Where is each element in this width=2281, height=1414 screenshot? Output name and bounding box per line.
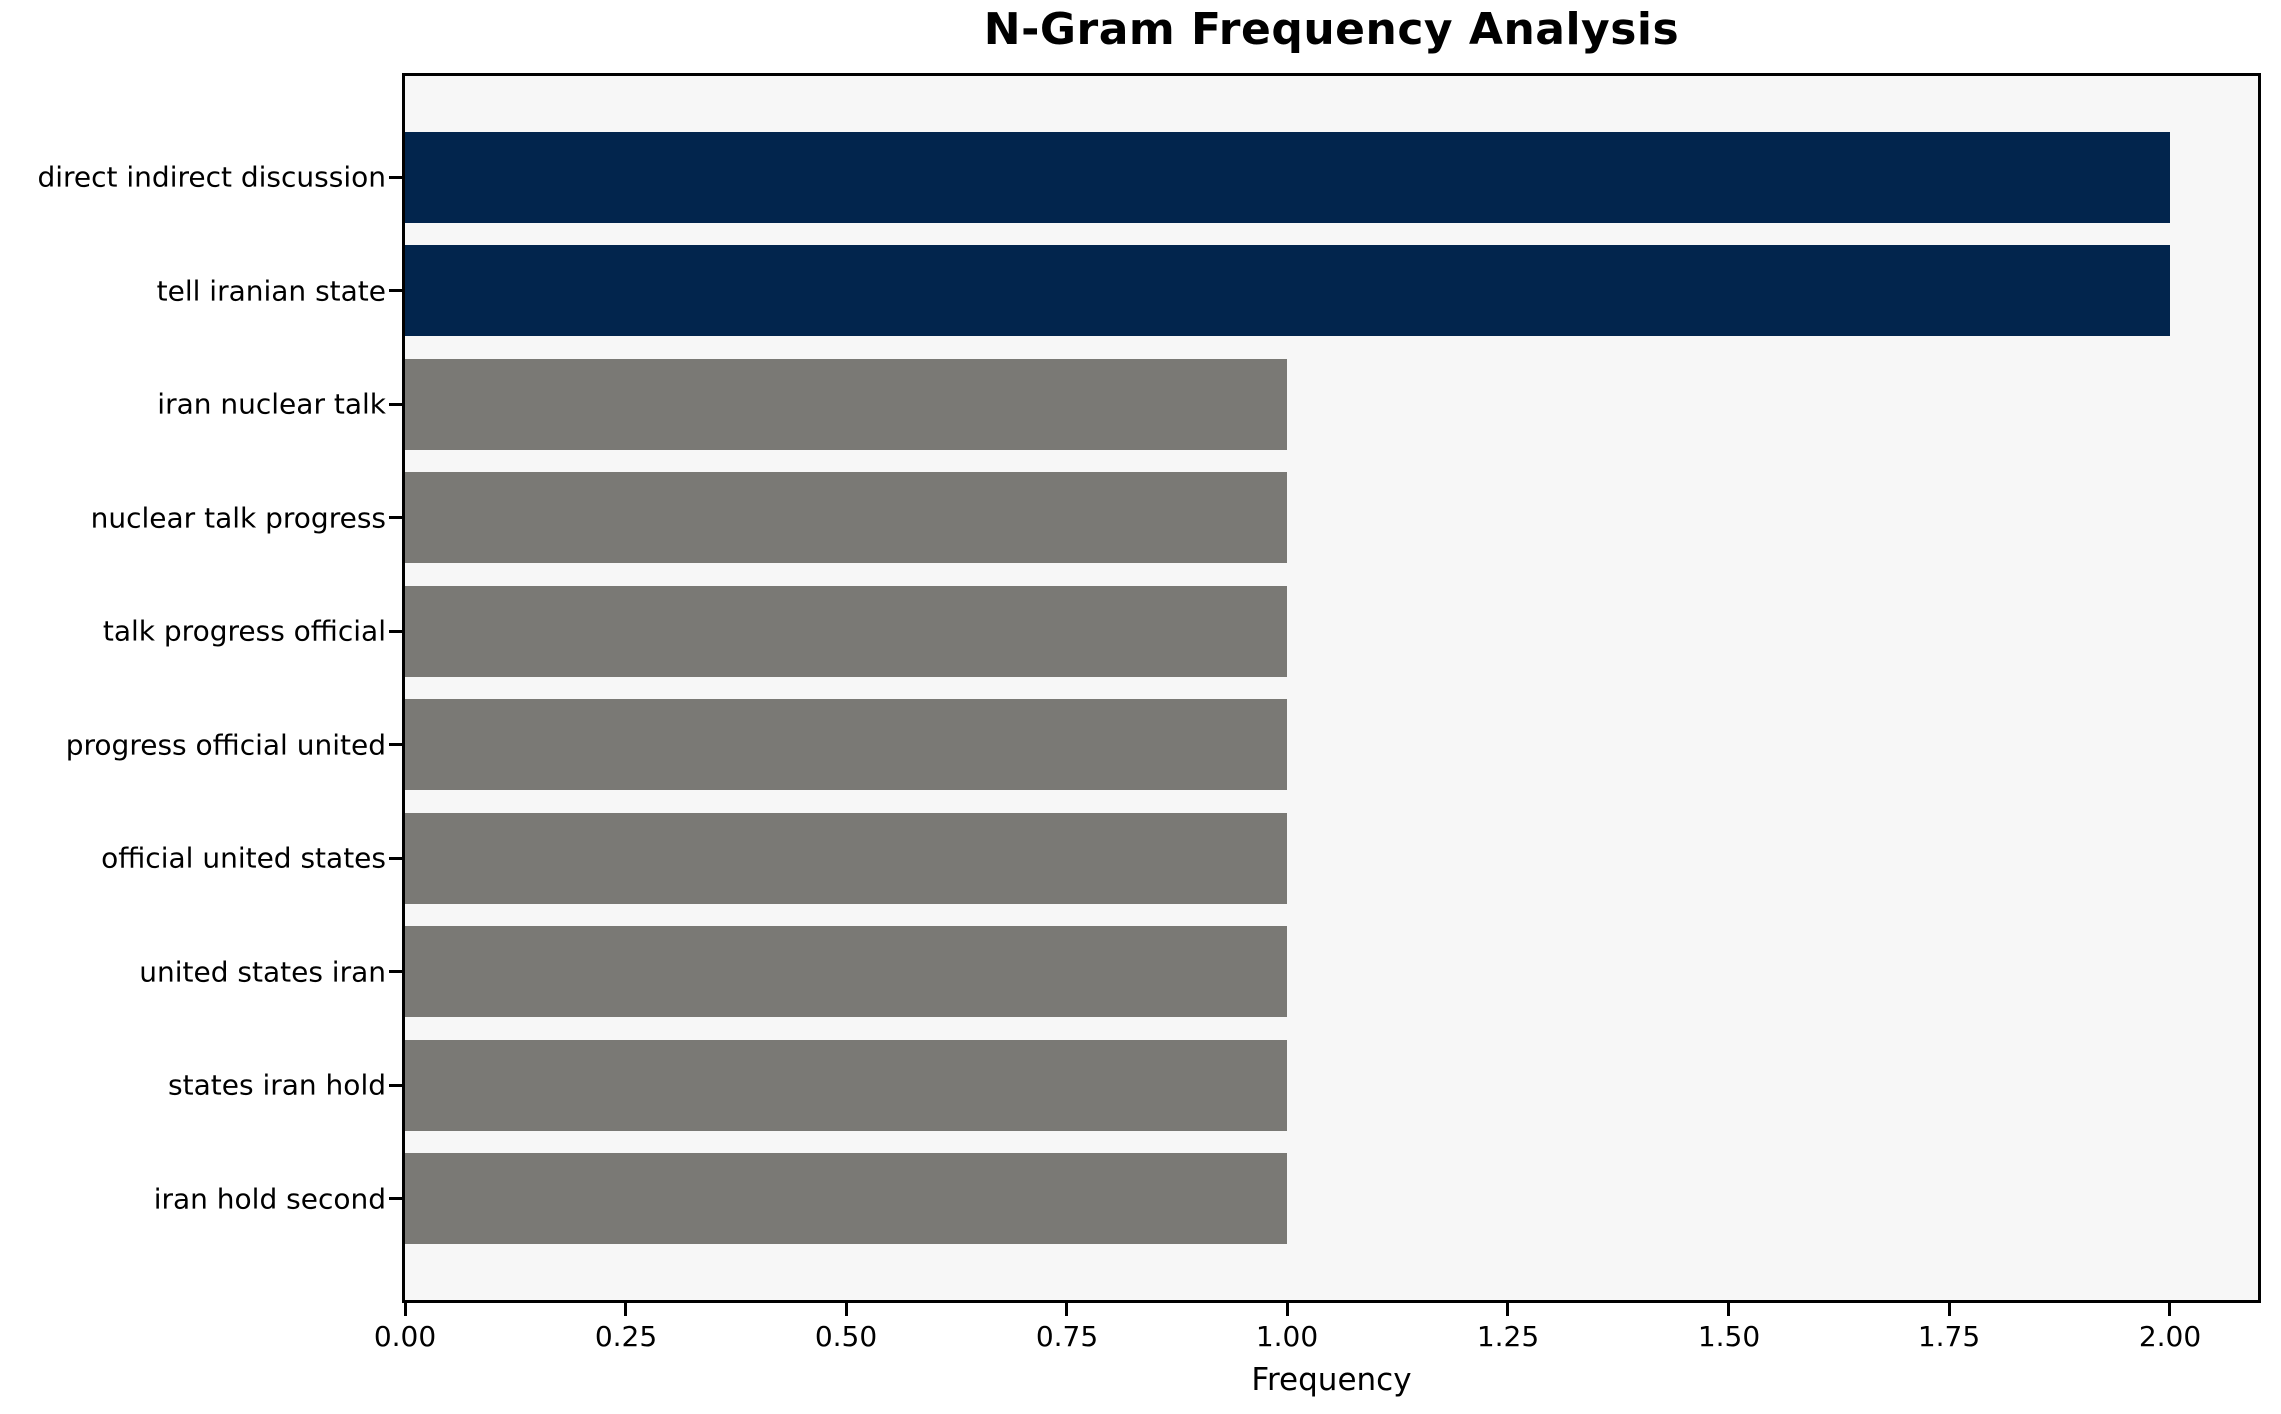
x-axis-tick-label: 1.75 (1917, 1320, 1981, 1353)
y-axis-label: tell iranian state (156, 274, 386, 308)
chart-title: N-Gram Frequency Analysis (983, 4, 1680, 55)
x-axis-tick-label: 2.00 (2138, 1320, 2202, 1353)
y-axis-tick-mark (389, 516, 402, 519)
y-axis-tick-mark (389, 289, 402, 292)
bar (405, 926, 1287, 1017)
bar (405, 359, 1287, 450)
bar (405, 699, 1287, 790)
bar (405, 1153, 1287, 1244)
x-axis-tick-label: 0.00 (373, 1320, 437, 1353)
x-axis-tick-label: 1.50 (1697, 1320, 1761, 1353)
y-axis-label: official united states (101, 841, 386, 875)
y-axis-tick-mark (389, 743, 402, 746)
y-axis-tick-mark (389, 1197, 402, 1200)
x-axis-tick-label: 0.50 (814, 1320, 878, 1353)
x-axis-label: Frequency (1251, 1362, 1412, 1398)
y-axis-tick-mark (389, 403, 402, 406)
bar (405, 472, 1287, 563)
x-axis-tick-label: 0.25 (594, 1320, 658, 1353)
x-axis-tick-mark (1286, 1303, 1289, 1316)
y-axis-tick-mark (389, 176, 402, 179)
bar (405, 132, 2170, 223)
y-axis-tick-mark (389, 970, 402, 973)
y-axis-label: talk progress official (102, 614, 386, 648)
x-axis-tick-mark (2168, 1303, 2171, 1316)
y-axis-tick-mark (389, 630, 402, 633)
x-axis-tick-mark (1506, 1303, 1509, 1316)
x-axis-tick-label: 0.75 (1035, 1320, 1099, 1353)
y-axis-label: direct indirect discussion (37, 160, 386, 194)
bar (405, 245, 2170, 336)
y-axis-label: iran nuclear talk (157, 387, 386, 421)
x-axis-tick-mark (845, 1303, 848, 1316)
y-axis-label: nuclear talk progress (90, 501, 386, 535)
x-axis-tick-mark (1727, 1303, 1730, 1316)
x-axis-tick-mark (624, 1303, 627, 1316)
y-axis-label: iran hold second (153, 1182, 386, 1216)
plot-area (402, 73, 2261, 1303)
x-axis-tick-label: 1.00 (1255, 1320, 1319, 1353)
y-axis-label: states iran hold (168, 1068, 386, 1102)
bar (405, 813, 1287, 904)
y-axis-tick-mark (389, 1084, 402, 1087)
bar (405, 1040, 1287, 1131)
x-axis-tick-mark (404, 1303, 407, 1316)
y-axis-tick-mark (389, 857, 402, 860)
y-axis-label: united states iran (139, 955, 386, 989)
x-axis-tick-label: 1.25 (1476, 1320, 1540, 1353)
x-axis-tick-mark (1948, 1303, 1951, 1316)
y-axis-label: progress official united (65, 728, 386, 762)
x-axis-tick-mark (1065, 1303, 1068, 1316)
bar (405, 586, 1287, 677)
